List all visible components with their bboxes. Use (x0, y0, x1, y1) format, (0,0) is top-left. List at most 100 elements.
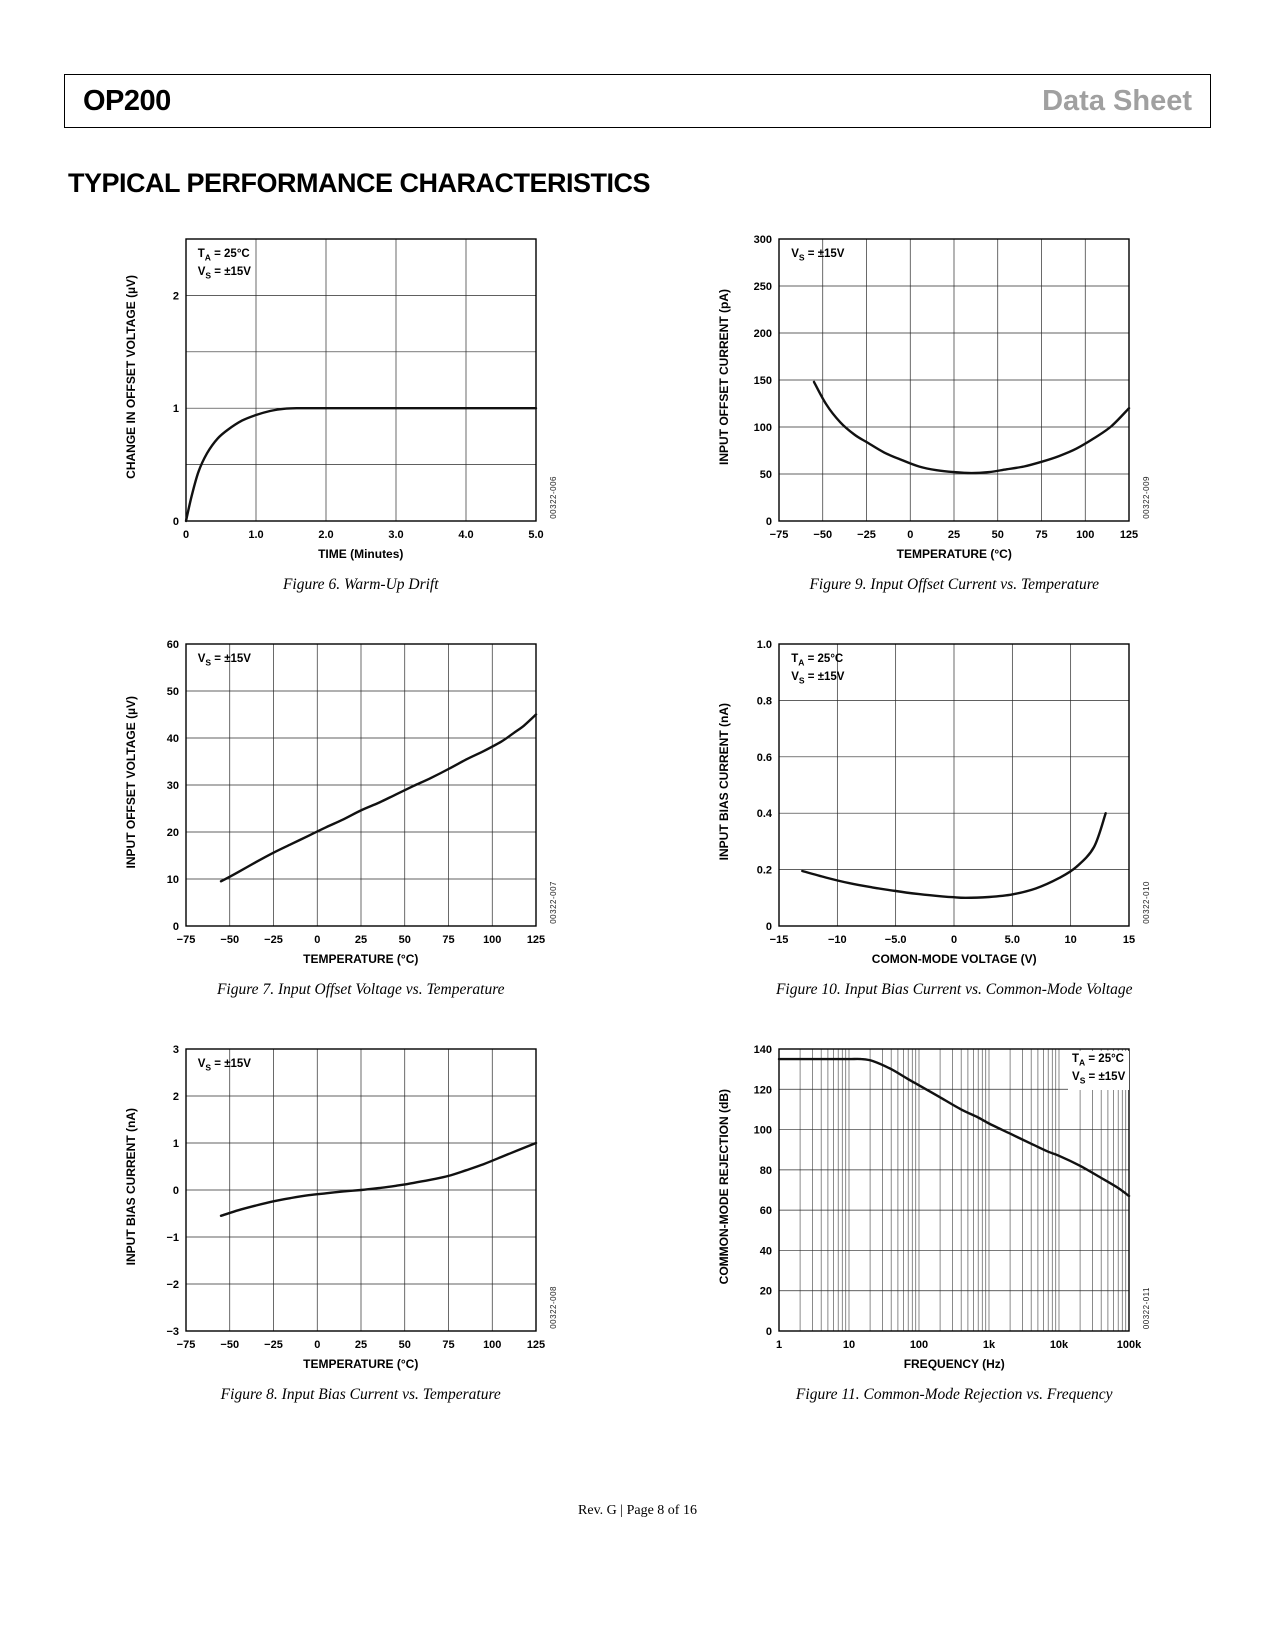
svg-text:0: 0 (951, 934, 957, 946)
svg-text:15: 15 (1123, 934, 1135, 946)
axis-caption-group: COMON-MODE VOLTAGE (V) Figure 10. Input … (776, 952, 1133, 999)
svg-text:150: 150 (754, 375, 772, 387)
chart-area: INPUT BIAS CURRENT (nA) 0 0.2 0.4 0.6 0.8 1.0… (717, 630, 1151, 952)
svg-text:40: 40 (167, 733, 179, 745)
chart-area: INPUT OFFSET CURRENT (pA) 0 50 100 150 200 25… (717, 225, 1151, 547)
svg-text:100: 100 (910, 1339, 928, 1351)
svg-text:0.8: 0.8 (757, 695, 772, 707)
figure-caption: Figure 10. Input Bias Current vs. Common… (775, 981, 1133, 998)
svg-text:1.0: 1.0 (248, 529, 263, 541)
svg-text:4.0: 4.0 (458, 529, 473, 541)
plot-wrap: 0 50 100 150 200 250 300 −75 −50 −25 0 25 50 75 100 125… (733, 225, 1141, 547)
svg-text:−25: −25 (857, 529, 876, 541)
x-axis-label: TIME (Minutes) (318, 547, 404, 561)
svg-text:50: 50 (760, 469, 772, 481)
svg-text:300: 300 (754, 234, 772, 246)
svg-text:10: 10 (167, 874, 179, 886)
chart-area: CHANGE IN OFFSET VOLTAGE (µV) 0 1 2 0 1.0 2.0… (124, 225, 558, 547)
axis-caption-group: FREQUENCY (Hz) Figure 11. Common-Mode Re… (796, 1357, 1113, 1404)
y-axis-label: INPUT BIAS CURRENT (nA) (717, 703, 732, 861)
section-title: TYPICAL PERFORMANCE CHARACTERISTICS (68, 168, 651, 198)
svg-text:30: 30 (167, 780, 179, 792)
x-axis-label: TEMPERATURE (°C) (303, 1357, 419, 1371)
plot-input-offset-voltage: 0 10 20 30 40 50 60 −75 −50 −25 0 25 50 75 100 125 (167, 639, 545, 946)
svg-text:−50: −50 (814, 529, 833, 541)
y-axis-label: COMMON-MODE REJECTION (dB) (717, 1089, 732, 1285)
plot-wrap: 0 0.2 0.4 0.6 0.8 1.0 −15 −10 −5.0 0 5.0 10 15 TA = … (733, 630, 1141, 952)
svg-text:0: 0 (907, 529, 913, 541)
product-name: OP200 (83, 84, 171, 117)
chart-area: INPUT OFFSET VOLTAGE (µV) 0 10 20 30 40 50 60 −… (124, 630, 558, 952)
svg-text:250: 250 (754, 281, 772, 293)
axis-caption-group: TIME (Minutes) Figure 6. Warm-Up Drift (283, 547, 439, 594)
svg-text:−25: −25 (264, 1339, 283, 1351)
plot-common-mode-rejection: 0 20 40 60 80 100 120 140 1 10 100 1k 10k 100k (754, 1044, 1142, 1351)
svg-text:0: 0 (314, 1339, 320, 1351)
plot-input-bias-current-cmv: 0 0.2 0.4 0.6 0.8 1.0 −15 −10 −5.0 0 5.0 10 15 (757, 639, 1135, 946)
figure-input-offset-voltage-vs-temperature: INPUT OFFSET VOLTAGE (µV) 0 10 20 30 40 50 60 −… (124, 630, 558, 999)
svg-text:100: 100 (483, 1339, 501, 1351)
svg-text:0: 0 (173, 1185, 179, 1197)
figure-input-offset-current-vs-temperature: INPUT OFFSET CURRENT (pA) 0 50 100 150 200 25… (717, 225, 1151, 594)
svg-text:80: 80 (760, 1165, 772, 1177)
svg-text:120: 120 (754, 1084, 772, 1096)
x-axis-label: COMON-MODE VOLTAGE (V) (871, 952, 1037, 966)
svg-text:0: 0 (766, 921, 772, 933)
svg-text:1.0: 1.0 (757, 639, 772, 651)
test-conditions-annotation: TA = 25°C VS = ±15V (791, 653, 845, 686)
doc-type-label: Data Sheet (1042, 84, 1192, 117)
plot-warm-up-drift: 0 1 2 0 1.0 2.0 3.0 4.0 5.0 (173, 238, 543, 541)
svg-text:−5.0: −5.0 (885, 934, 907, 946)
svg-text:100: 100 (1076, 529, 1094, 541)
plot-input-bias-current-temp: −3 −2 −1 0 1 2 3 −75 −50 −25 0 25 50 75 100 125 (166, 1044, 545, 1351)
svg-text:25: 25 (948, 529, 960, 541)
figure-caption: Figure 11. Common-Mode Rejection vs. Fre… (795, 1386, 1113, 1403)
plot-wrap: 0 10 20 30 40 50 60 −75 −50 −25 0 25 50 75 100 125 VS =… (140, 630, 548, 952)
svg-text:1: 1 (173, 403, 179, 415)
svg-text:25: 25 (355, 934, 367, 946)
figure-code: 00322-006 (548, 476, 558, 519)
svg-text:20: 20 (760, 1286, 772, 1298)
svg-text:50: 50 (167, 686, 179, 698)
svg-text:100k: 100k (1117, 1339, 1142, 1351)
svg-text:50: 50 (992, 529, 1004, 541)
figure-input-bias-current-vs-common-mode-voltage: INPUT BIAS CURRENT (nA) 0 0.2 0.4 0.6 0.8 1.0… (717, 630, 1151, 999)
x-axis-label: TEMPERATURE (°C) (303, 952, 419, 966)
svg-text:2.0: 2.0 (318, 529, 333, 541)
svg-text:−75: −75 (176, 1339, 195, 1351)
plot-wrap: −3 −2 −1 0 1 2 3 −75 −50 −25 0 25 50 75 100 125 VS = ±1… (140, 1035, 548, 1357)
svg-text:100: 100 (754, 1125, 772, 1137)
svg-text:40: 40 (760, 1245, 772, 1257)
svg-text:75: 75 (442, 934, 454, 946)
figure-code: 00322-011 (1142, 1286, 1152, 1329)
svg-text:2: 2 (173, 1091, 179, 1103)
svg-text:0.2: 0.2 (757, 865, 772, 877)
test-conditions-annotation: VS = ±15V (791, 248, 845, 263)
figure-warm-up-drift: CHANGE IN OFFSET VOLTAGE (µV) 0 1 2 0 1.0 2.0… (124, 225, 558, 594)
svg-text:1: 1 (776, 1339, 782, 1351)
svg-text:−25: −25 (264, 934, 283, 946)
figure-code: 00322-010 (1142, 881, 1152, 924)
figure-caption: Figure 7. Input Offset Voltage vs. Tempe… (216, 981, 505, 998)
svg-text:10: 10 (1065, 934, 1077, 946)
svg-text:0.4: 0.4 (757, 808, 773, 820)
svg-text:10k: 10k (1050, 1339, 1069, 1351)
page-footer: Rev. G | Page 8 of 16 (578, 1503, 697, 1518)
figure-common-mode-rejection-vs-frequency: COMMON-MODE REJECTION (dB) 0 20 40 60 80 100 1… (717, 1035, 1151, 1404)
svg-text:125: 125 (527, 1339, 545, 1351)
plot-wrap: 0 1 2 0 1.0 2.0 3.0 4.0 5.0 TA = 25°C VS = ±15V (140, 225, 548, 547)
axis-caption-group: TEMPERATURE (°C) Figure 9. Input Offset … (809, 547, 1099, 594)
x-axis-label: FREQUENCY (Hz) (903, 1357, 1005, 1371)
svg-text:−15: −15 (770, 934, 789, 946)
svg-text:125: 125 (1120, 529, 1138, 541)
svg-text:−1: −1 (166, 1232, 179, 1244)
y-axis-label: INPUT BIAS CURRENT (nA) (123, 1108, 138, 1266)
svg-text:−3: −3 (166, 1326, 179, 1338)
plot-input-offset-current: 0 50 100 150 200 250 300 −75 −50 −25 0 25 50 75 100 125 (754, 234, 1139, 541)
svg-text:60: 60 (760, 1205, 772, 1217)
svg-text:60: 60 (167, 639, 179, 651)
svg-text:75: 75 (442, 1339, 454, 1351)
svg-text:2: 2 (173, 290, 179, 302)
svg-text:0: 0 (183, 529, 189, 541)
